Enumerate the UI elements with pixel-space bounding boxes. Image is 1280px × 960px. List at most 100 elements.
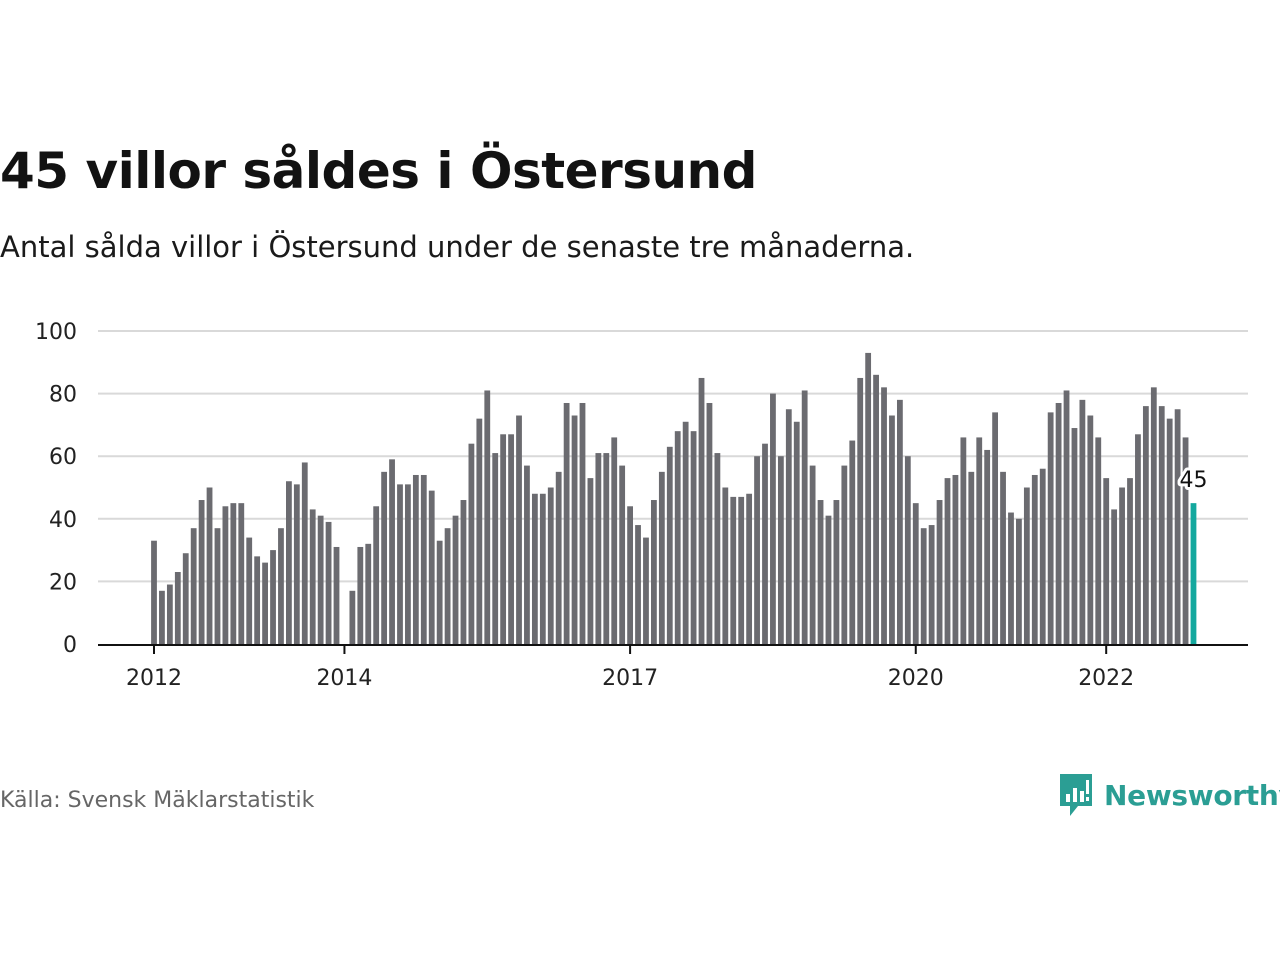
bar: [182, 553, 189, 644]
bar: [563, 402, 570, 644]
bar: [746, 493, 753, 644]
bar: [436, 540, 443, 644]
bar: [198, 500, 205, 644]
bar: [730, 496, 737, 644]
bar: [658, 471, 665, 644]
highlight-bar: [1190, 503, 1197, 644]
bar: [635, 525, 641, 644]
bar: [793, 421, 800, 644]
x-tick-label: 2020: [888, 666, 944, 691]
bar: [825, 515, 832, 644]
bar: [785, 409, 792, 644]
bar: [555, 471, 562, 644]
bar: [1174, 409, 1181, 644]
annotations: 45: [1176, 465, 1210, 496]
bar: [1095, 437, 1102, 644]
bar: [1023, 487, 1030, 644]
bar: [992, 412, 999, 644]
bar: [817, 500, 824, 644]
bar: [262, 562, 268, 644]
bar: [214, 528, 221, 644]
bar: [1039, 468, 1046, 644]
bar: [286, 481, 292, 644]
bar: [690, 431, 697, 644]
bar: [325, 521, 332, 644]
bar: [849, 440, 856, 644]
bar: [531, 493, 538, 644]
bar: [317, 515, 324, 644]
bar: [1071, 428, 1078, 644]
bar: [651, 500, 657, 644]
bar: [968, 471, 975, 644]
bar: [777, 456, 784, 644]
bar: [754, 456, 760, 644]
bar: [1182, 437, 1189, 644]
bar: [524, 465, 530, 644]
bar: [1008, 512, 1014, 644]
bar: [484, 390, 491, 644]
bar: [222, 506, 229, 644]
bar: [960, 437, 967, 644]
bar: [738, 496, 745, 644]
bar: [1142, 406, 1149, 644]
bar: [595, 453, 602, 644]
bar: [627, 506, 633, 644]
bar: [349, 590, 356, 644]
bar: [1166, 418, 1173, 644]
bar: [278, 528, 284, 644]
bar: [301, 462, 308, 644]
bar: [706, 402, 713, 644]
bar: [762, 443, 768, 644]
y-tick-label: 40: [49, 508, 77, 533]
y-tick-label: 20: [49, 570, 77, 595]
x-tick-label: 2014: [316, 666, 372, 691]
bar: [174, 572, 181, 644]
y-tick-label: 80: [49, 383, 77, 408]
bar: [389, 459, 395, 644]
bar: [254, 556, 261, 644]
newsworthy-logo[interactable]: Newsworthy: [1058, 772, 1280, 818]
x-axis-ticks: 2012 2014 2017 2020 2022: [126, 645, 1134, 691]
bar: [857, 377, 864, 644]
bar: [420, 474, 427, 644]
bar: [270, 550, 276, 644]
y-tick-label: 0: [63, 633, 77, 658]
bar: [1135, 434, 1141, 644]
bar: [770, 393, 776, 644]
x-tick-label: 2012: [126, 666, 182, 691]
bar: [976, 437, 983, 644]
chart-title: 45 villor såldes i Östersund: [0, 142, 757, 200]
bar: [1087, 415, 1094, 644]
bar: [722, 487, 729, 644]
bar: [381, 471, 388, 644]
bar: [1047, 412, 1054, 644]
bar: [547, 487, 554, 644]
bar: [928, 525, 935, 644]
bar: [444, 528, 451, 644]
bar: [682, 421, 689, 644]
y-axis-ticks: 0 20 40 60 80 100: [35, 320, 77, 658]
bar: [500, 434, 507, 644]
bar: [1063, 390, 1070, 644]
bar: [206, 487, 213, 644]
bar: [896, 399, 903, 644]
bar: [333, 546, 340, 644]
y-tick-label: 100: [35, 320, 77, 345]
bar: [357, 546, 364, 644]
bar: [1119, 487, 1125, 644]
bar: [468, 443, 475, 644]
bar-chart: 0 20 40 60 80 100 2012 2014 2017 2020 2022 45: [35, 320, 1248, 691]
source-note: Källa: Svensk Mäklarstatistik: [0, 788, 315, 813]
bar: [166, 584, 173, 644]
bar: [508, 434, 514, 644]
bar: [873, 374, 879, 644]
bar: [809, 465, 816, 644]
brand-name: Newsworthy: [1104, 778, 1280, 812]
bar: [230, 503, 237, 644]
newsworthy-chart-bubble-icon: [1060, 774, 1092, 816]
bar: [579, 402, 586, 644]
bar: [1031, 474, 1038, 644]
bar: [492, 453, 499, 644]
bar: [373, 506, 380, 644]
bar: [833, 500, 840, 644]
